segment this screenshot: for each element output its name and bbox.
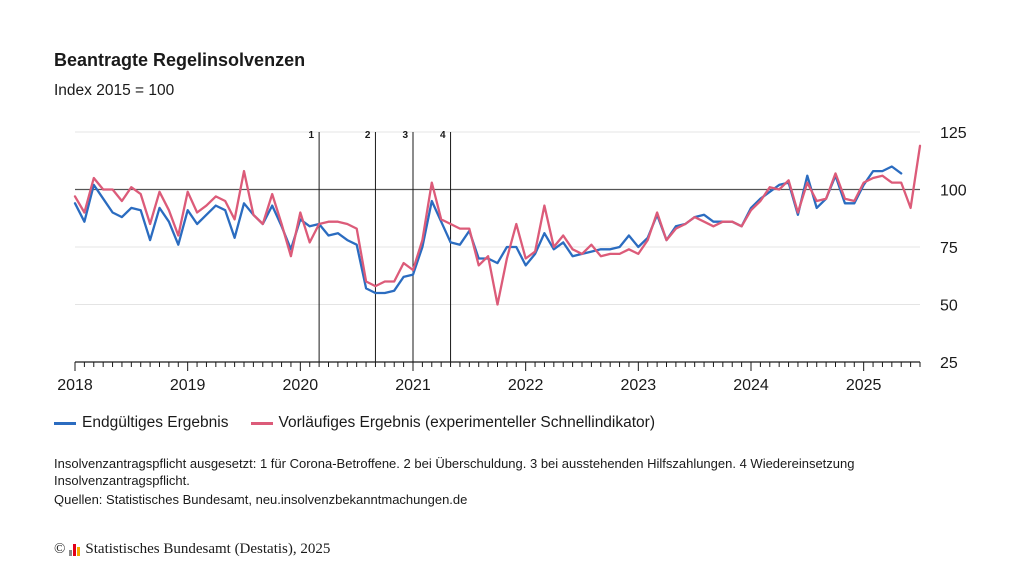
- event-marker-label-4: 4: [440, 130, 446, 141]
- y-tick-label-100: 100: [940, 183, 967, 200]
- event-marker-label-2: 2: [365, 130, 371, 141]
- x-tick-label-2023: 2023: [621, 377, 657, 394]
- copyright-line: © Statistisches Bundesamt (Destatis), 20…: [54, 541, 330, 558]
- copyright-text: Statistisches Bundesamt (Destatis), 2025: [85, 541, 331, 557]
- y-tick-label-125: 125: [940, 125, 967, 142]
- legend-swatch-prelim: [250, 421, 273, 425]
- chart-subtitle: Index 2015 = 100: [54, 82, 175, 99]
- x-tick-label-2020: 2020: [283, 377, 319, 394]
- legend-label-prelim: Vorläufiges Ergebnis (experimenteller Sc…: [278, 414, 656, 431]
- x-tick-label-2018: 2018: [57, 377, 93, 394]
- y-tick-label-50: 50: [940, 298, 958, 315]
- line-chart: 25 50 75 100 125 2018 2019 2020 2021 2022 2023 2024…: [57, 125, 967, 394]
- chart-footnote: Insolvenzantragspflicht ausgesetzt: 1 fü…: [54, 456, 855, 488]
- x-tick-label-2021: 2021: [395, 377, 431, 394]
- legend-item-final[interactable]: Endgültiges Ergebnis: [54, 414, 229, 432]
- series-line-final[interactable]: [73, 165, 903, 295]
- x-tick-label-2024: 2024: [733, 377, 769, 394]
- destatis-logo-icon: [69, 543, 81, 556]
- legend-label-final: Endgültiges Ergebnis: [82, 414, 229, 431]
- event-marker-label-1: 1: [309, 130, 315, 141]
- x-tick-label-2022: 2022: [508, 377, 544, 394]
- chart-title: Beantragte Regelinsolvenzen: [54, 50, 306, 70]
- legend-swatch-final: [54, 421, 76, 425]
- chart-legend: Endgültiges Ergebnis Vorläufiges Ergebni…: [54, 414, 677, 432]
- y-tick-label-75: 75: [940, 240, 958, 257]
- y-tick-label-25: 25: [940, 355, 958, 372]
- series-line-prelim[interactable]: [73, 144, 922, 306]
- x-tick-label-2025: 2025: [846, 377, 882, 394]
- chart-source: Quellen: Statistisches Bundesamt, neu.in…: [54, 492, 468, 507]
- copyright-symbol: ©: [54, 541, 66, 557]
- event-marker-label-3: 3: [402, 130, 408, 141]
- legend-item-prelim[interactable]: Vorläufiges Ergebnis (experimenteller Sc…: [250, 414, 656, 432]
- x-tick-label-2019: 2019: [170, 377, 206, 394]
